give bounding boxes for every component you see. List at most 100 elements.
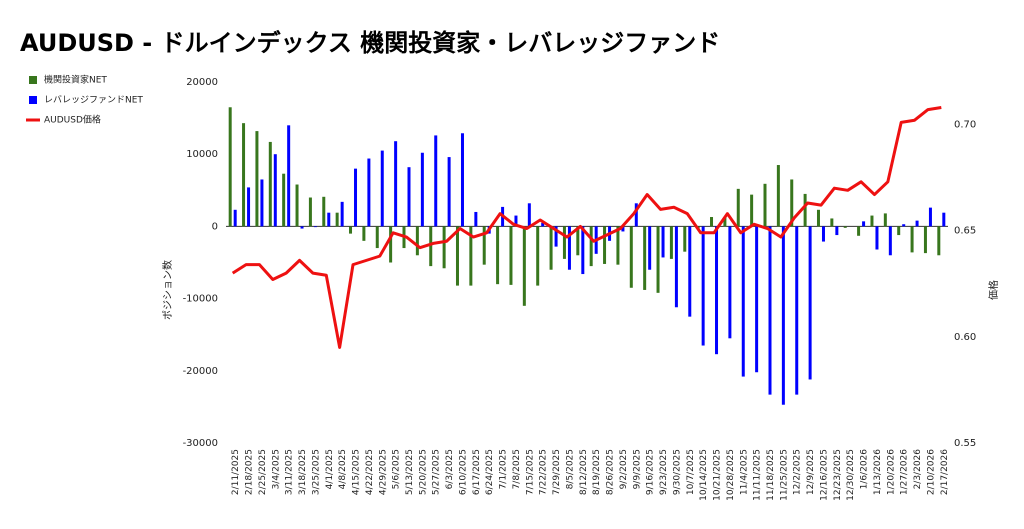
bar	[755, 226, 759, 373]
x-tick-label: 7/15/2025	[525, 449, 535, 495]
bar	[549, 226, 553, 270]
bar	[603, 226, 607, 264]
chart-title: AUDUSD - ドルインデックス 機関投資家・レバレッジファンド	[20, 29, 720, 57]
legend-label: レバレッジファンドNET	[44, 95, 143, 106]
bar	[394, 141, 398, 227]
bar	[482, 226, 486, 265]
bar	[701, 226, 705, 346]
bar	[843, 226, 847, 228]
bar	[362, 226, 366, 241]
bar	[474, 211, 478, 227]
x-tick-label: 12/30/2025	[846, 449, 856, 501]
bar	[420, 152, 424, 227]
bar	[862, 221, 866, 227]
x-tick-label: 10/7/2025	[686, 449, 696, 495]
bar	[496, 226, 500, 285]
x-tick-label: 10/21/2025	[713, 449, 723, 501]
x-tick-label: 11/18/2025	[766, 449, 776, 501]
bar	[442, 226, 446, 269]
x-tick-label: 10/28/2025	[726, 449, 736, 501]
y2-tick-label: 0.70	[954, 119, 976, 130]
x-tick-label: 12/23/2025	[833, 449, 843, 501]
bar	[875, 226, 879, 250]
bar	[522, 226, 526, 306]
bar	[915, 220, 919, 227]
bar	[736, 188, 740, 227]
bar	[460, 133, 464, 227]
x-tick-label: 8/19/2025	[592, 449, 602, 495]
x-tick-label: 4/15/2025	[352, 449, 362, 495]
bar	[688, 226, 692, 317]
x-tick-label: 3/25/2025	[311, 449, 321, 495]
x-tick-label: 6/24/2025	[485, 449, 495, 495]
y2-tick-label: 0.65	[954, 226, 976, 237]
bar	[634, 203, 638, 227]
x-tick-label: 4/29/2025	[378, 449, 388, 495]
x-tick-label: 5/6/2025	[392, 449, 402, 489]
x-tick-label: 4/8/2025	[338, 449, 348, 489]
bar	[870, 215, 874, 227]
x-tick-label: 12/9/2025	[806, 449, 816, 495]
bar	[255, 131, 259, 227]
x-tick-label: 1/20/2026	[886, 449, 896, 495]
bar	[683, 226, 687, 252]
x-tick-label: 7/29/2025	[552, 449, 562, 495]
bar	[803, 193, 807, 227]
x-tick-label: 3/4/2025	[271, 449, 281, 489]
x-tick-label: 2/17/2026	[940, 449, 950, 495]
bar	[781, 226, 785, 405]
bar	[795, 226, 799, 395]
bar	[434, 135, 438, 227]
x-tick-label: 8/12/2025	[579, 449, 589, 495]
x-tick-label: 3/18/2025	[298, 449, 308, 495]
bar	[389, 226, 393, 263]
x-tick-label: 9/2/2025	[619, 449, 629, 489]
bar	[335, 212, 339, 227]
bar	[340, 201, 344, 227]
bar	[643, 226, 647, 290]
bar	[768, 226, 772, 395]
y-axis-label: ポジション数	[161, 260, 174, 320]
bar	[260, 179, 264, 227]
x-tick-label: 1/27/2026	[900, 449, 910, 495]
bar	[923, 226, 927, 254]
x-tick-label: 8/5/2025	[565, 449, 575, 489]
bar	[728, 226, 732, 339]
x-tick-label: 11/4/2025	[739, 449, 749, 495]
bar	[349, 226, 353, 234]
bar	[669, 226, 673, 259]
bar	[888, 226, 892, 256]
y-tick-label: -10000	[183, 294, 218, 305]
bar	[554, 226, 558, 247]
x-tick-label: 5/27/2025	[432, 449, 442, 495]
y-tick-label: 10000	[186, 149, 218, 160]
bar	[354, 168, 358, 227]
y2-tick-label: 0.60	[954, 332, 976, 343]
bar	[897, 226, 901, 236]
bar	[710, 217, 714, 227]
bar	[429, 226, 433, 267]
bar	[567, 226, 571, 270]
bar	[541, 222, 545, 227]
bar	[629, 226, 633, 288]
bar	[750, 194, 754, 227]
x-tick-label: 9/9/2025	[632, 449, 642, 489]
bar	[883, 213, 887, 227]
legend-swatch	[29, 96, 37, 104]
bar	[367, 158, 371, 227]
x-tick-label: 8/26/2025	[606, 449, 616, 495]
x-tick-label: 11/25/2025	[779, 449, 789, 501]
bar	[308, 197, 312, 227]
bar	[380, 150, 384, 227]
bar	[300, 226, 304, 229]
bar	[723, 217, 727, 227]
bar	[830, 218, 834, 227]
bar	[648, 226, 652, 270]
bar	[322, 196, 326, 227]
x-tick-label: 4/1/2025	[325, 449, 335, 489]
bar	[656, 226, 660, 293]
bar	[589, 226, 593, 267]
bar	[287, 125, 291, 227]
x-tick-label: 3/11/2025	[285, 449, 295, 495]
